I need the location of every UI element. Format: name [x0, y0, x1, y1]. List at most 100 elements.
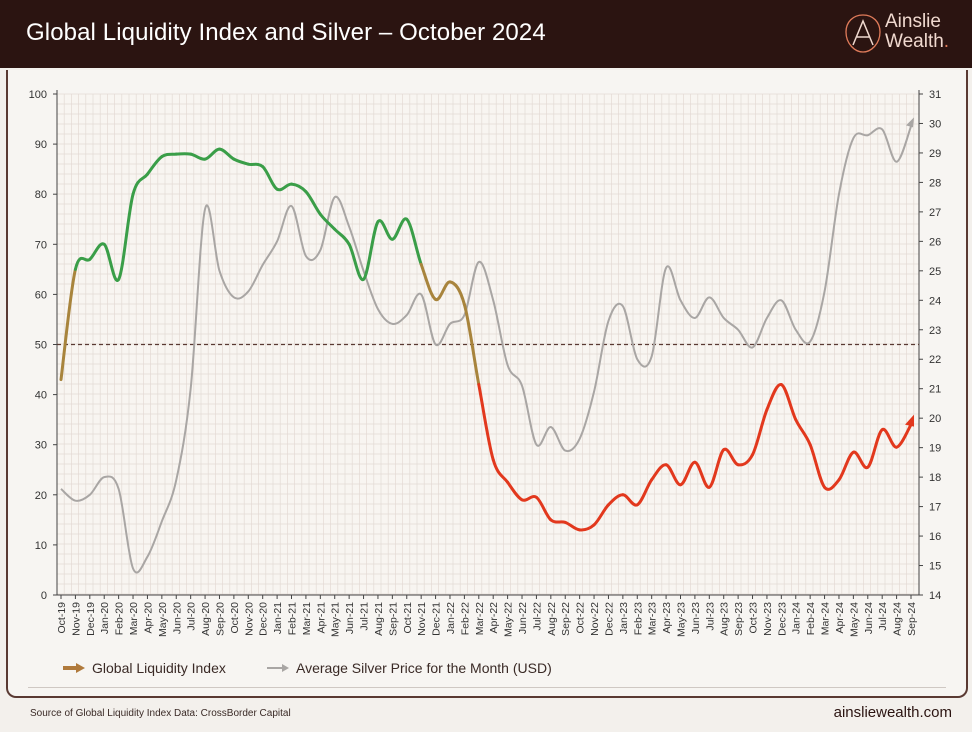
y-tick-label: 80 [35, 189, 47, 201]
x-tick-label: Aug-20 [200, 602, 212, 636]
x-tick-label: Mar-22 [474, 602, 486, 635]
y-tick-label: 10 [35, 540, 47, 552]
y-tick-label: 100 [29, 89, 47, 101]
x-tick-label: Aug-22 [546, 602, 558, 636]
y2-tick-label: 16 [929, 531, 941, 543]
y-tick-label: 20 [35, 490, 47, 502]
gli-line-segment [131, 172, 149, 196]
x-tick-label: Feb-24 [805, 602, 817, 635]
y2-tick-label: 14 [929, 590, 941, 602]
y2-tick-label: 21 [929, 384, 941, 396]
x-tick-label: Aug-24 [892, 602, 904, 636]
gli-line-segment [895, 423, 913, 449]
x-tick-label: Jan-20 [99, 602, 111, 634]
y2-tick-label: 30 [929, 118, 941, 130]
gli-line-segment [578, 523, 596, 532]
x-tick-label: May-22 [503, 602, 515, 637]
gli-line-segment [477, 383, 495, 462]
x-tick-label: Jul-21 [359, 602, 371, 631]
x-tick-label: May-23 [675, 602, 687, 637]
x-tick-label: Oct-22 [575, 602, 587, 634]
legend-label: Global Liquidity Index [92, 660, 226, 676]
gli-line-segment [823, 478, 841, 491]
legend-item-silver: Average Silver Price for the Month (USD) [266, 660, 552, 676]
gli-line-segment [333, 227, 351, 246]
y2-tick-label: 20 [929, 413, 941, 425]
y2-tick-label: 31 [929, 89, 941, 101]
x-tick-label: Jun-23 [690, 602, 702, 634]
x-tick-label: Sep-20 [214, 602, 226, 636]
website-link[interactable]: ainsliewealth.com [833, 704, 952, 721]
gli-line-segment [779, 383, 798, 422]
gli-line-segment [117, 192, 135, 281]
y2-tick-label: 17 [929, 502, 941, 514]
x-tick-label: Nov-19 [70, 602, 82, 636]
x-tick-label: Apr-24 [834, 602, 846, 634]
gli-line-segment [866, 428, 884, 469]
gli-line-segment [405, 217, 423, 266]
x-tick-label: Mar-21 [301, 602, 313, 635]
logo-text: Ainslie Wealth. [885, 11, 950, 52]
gli-line-segment [808, 443, 827, 489]
gli-line-segment [462, 302, 481, 387]
y-tick-label: 60 [35, 289, 47, 301]
x-tick-label: Nov-21 [416, 602, 428, 636]
x-tick-label: Aug-23 [719, 602, 731, 636]
x-tick-label: Feb-22 [459, 602, 471, 635]
x-tick-label: Feb-20 [114, 602, 126, 635]
x-tick-label: Oct-23 [748, 602, 760, 634]
gli-line-segment [837, 450, 855, 482]
y2-tick-label: 15 [929, 561, 941, 573]
x-tick-label: Apr-23 [661, 602, 673, 634]
y-tick-label: 0 [41, 590, 47, 602]
x-tick-label: Feb-21 [287, 602, 299, 635]
x-tick-label: Jan-21 [272, 602, 284, 634]
y-tick-label: 50 [35, 340, 47, 352]
x-tick-label: Dec-21 [431, 602, 443, 636]
x-tick-label: Mar-20 [128, 602, 140, 635]
y2-tick-label: 19 [929, 443, 941, 455]
x-tick-label: Oct-20 [229, 602, 241, 634]
gli-line-segment [794, 418, 812, 447]
page-title: Global Liquidity Index and Silver – Octo… [26, 19, 546, 46]
y2-tick-label: 23 [929, 325, 941, 337]
x-tick-label: Mar-23 [647, 602, 659, 635]
x-tick-label: Aug-21 [373, 602, 385, 636]
x-tick-label: Apr-22 [488, 602, 500, 634]
x-tick-label: Nov-23 [762, 602, 774, 636]
gli-line-segment [534, 495, 553, 522]
x-tick-label: Sep-21 [387, 602, 399, 636]
y2-tick-label: 25 [929, 266, 941, 278]
x-tick-label: Jun-24 [863, 602, 875, 634]
y2-tick-label: 28 [929, 177, 941, 189]
x-tick-label: Apr-20 [142, 602, 154, 634]
gli-line-segment [635, 478, 654, 507]
legend-divider [28, 687, 946, 688]
y2-tick-label: 26 [929, 236, 941, 248]
x-tick-label: Jan-22 [445, 602, 457, 634]
x-tick-label: Jun-22 [517, 602, 529, 634]
x-tick-label: Sep-22 [560, 602, 572, 636]
y-tick-label: 30 [35, 440, 47, 452]
arrow-right-icon [267, 664, 289, 672]
x-tick-label: Dec-20 [258, 602, 270, 636]
silver-arrow-head [906, 117, 914, 128]
x-tick-label: Oct-19 [56, 602, 68, 634]
gli-line-segment [419, 262, 438, 301]
gli-line-segment [448, 280, 466, 306]
y2-tick-label: 18 [929, 472, 941, 484]
gli-line-segment [59, 267, 77, 382]
source-note: Source of Global Liquidity Index Data: C… [30, 708, 291, 719]
gli-line-segment [304, 190, 322, 216]
gli-line-segment [491, 458, 510, 484]
x-tick-label: Nov-22 [589, 602, 601, 636]
x-tick-label: Jun-21 [344, 602, 356, 634]
x-tick-label: Jan-23 [618, 602, 630, 634]
x-tick-label: Sep-24 [906, 602, 918, 636]
logo: Ainslie Wealth. [843, 12, 968, 56]
x-tick-label: Jul-23 [704, 602, 716, 631]
x-tick-label: May-24 [848, 602, 860, 637]
chart: 0 10 20 30 40 50 60 70 80 90 100 14 15 16 17 18 19 20 21 22… [29, 89, 942, 637]
gli-line-segment [751, 408, 769, 457]
y2-tick-label: 29 [929, 148, 941, 160]
